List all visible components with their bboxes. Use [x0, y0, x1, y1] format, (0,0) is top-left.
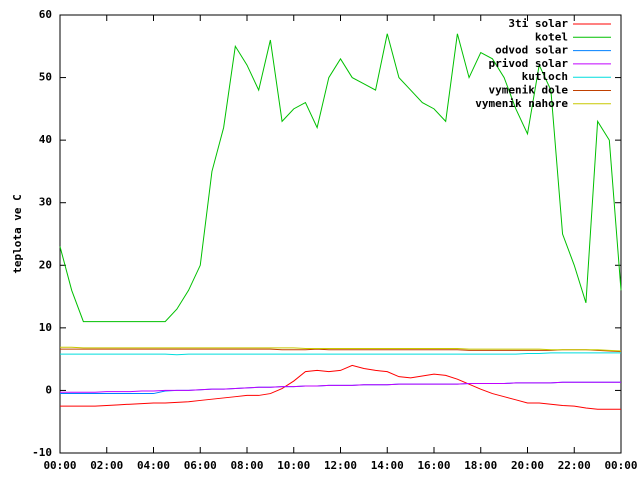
series-line: [60, 346, 622, 352]
x-tick-label: 04:00: [137, 459, 170, 472]
series-line: [59, 33, 622, 323]
y-tick-label: 40: [39, 133, 52, 146]
y-tick-label: 10: [39, 321, 52, 334]
x-tick-label: 08:00: [230, 459, 263, 472]
legend-label: kutloch: [522, 70, 568, 83]
y-tick-label: -10: [32, 446, 52, 459]
y-tick-label: 30: [39, 196, 52, 209]
x-tick-label: 10:00: [277, 459, 310, 472]
series-line: [60, 348, 622, 353]
x-tick-label: 06:00: [184, 459, 217, 472]
legend-label: 3ti solar: [508, 17, 568, 30]
x-tick-label: 02:00: [90, 459, 123, 472]
legend-label: kotel: [535, 30, 568, 43]
x-tick-label: 20:00: [511, 459, 544, 472]
y-tick-label: 50: [39, 71, 52, 84]
x-tick-label: 22:00: [558, 459, 591, 472]
legend-label: vymenik dole: [489, 84, 569, 97]
x-tick-label: 16:00: [417, 459, 450, 472]
series-line: [60, 381, 621, 393]
legend-label: privod solar: [489, 57, 569, 70]
series-line: [60, 352, 621, 356]
x-tick-label: 14:00: [371, 459, 404, 472]
y-axis-label: teplota ve C: [11, 194, 24, 273]
series-line: [60, 364, 621, 410]
series-line: [60, 381, 621, 395]
x-tick-label: 18:00: [464, 459, 497, 472]
x-tick-label: 00:00: [43, 459, 76, 472]
y-tick-label: 60: [39, 8, 52, 21]
legend-label: odvod solar: [495, 44, 568, 57]
legend-label: vymenik nahore: [475, 97, 568, 110]
x-tick-label: 12:00: [324, 459, 357, 472]
x-tick-label: 00:00: [604, 459, 637, 472]
y-tick-label: 0: [45, 383, 52, 396]
y-tick-label: 20: [39, 258, 52, 271]
